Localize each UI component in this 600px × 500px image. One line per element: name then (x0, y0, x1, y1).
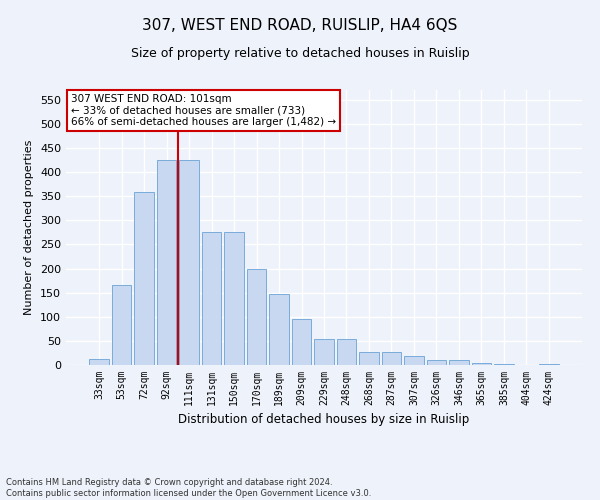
Bar (134, 192, 154, 365)
X-axis label: Distribution of detached houses by size in Ruislip: Distribution of detached houses by size … (178, 414, 470, 426)
Text: Size of property relative to detached houses in Ruislip: Size of property relative to detached ho… (131, 48, 469, 60)
Bar (449, 360, 469, 365)
Bar (112, 286, 131, 365)
Bar (359, 352, 379, 365)
Text: 307, WEST END ROAD, RUISLIP, HA4 6QS: 307, WEST END ROAD, RUISLIP, HA4 6QS (142, 18, 458, 32)
Bar (269, 294, 289, 365)
Text: 307 WEST END ROAD: 101sqm
← 33% of detached houses are smaller (733)
66% of semi: 307 WEST END ROAD: 101sqm ← 33% of detac… (71, 94, 336, 128)
Bar (202, 232, 221, 365)
Bar (224, 232, 244, 365)
Bar (89, 358, 109, 365)
Bar (472, 362, 491, 365)
Bar (314, 340, 334, 365)
Bar (179, 160, 199, 365)
Text: Contains HM Land Registry data © Crown copyright and database right 2024.
Contai: Contains HM Land Registry data © Crown c… (6, 478, 371, 498)
Bar (382, 352, 401, 365)
Bar (494, 364, 514, 365)
Bar (404, 356, 424, 365)
Bar (337, 340, 356, 365)
Y-axis label: Number of detached properties: Number of detached properties (25, 140, 34, 315)
Bar (539, 364, 559, 365)
Bar (157, 160, 176, 365)
Bar (427, 360, 446, 365)
Bar (247, 268, 266, 365)
Bar (292, 318, 311, 365)
